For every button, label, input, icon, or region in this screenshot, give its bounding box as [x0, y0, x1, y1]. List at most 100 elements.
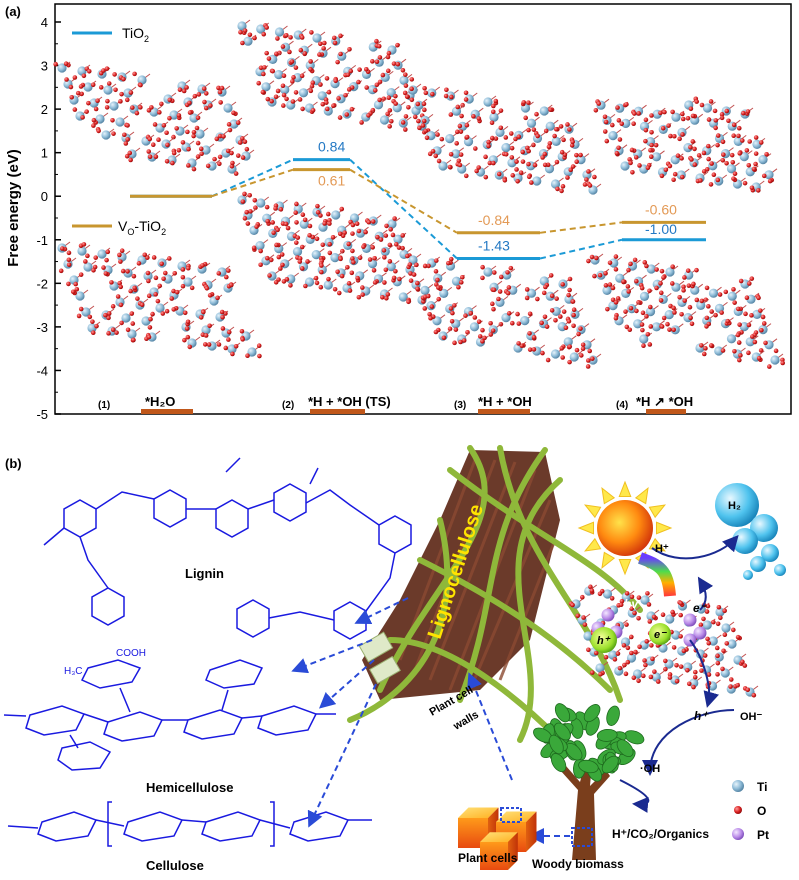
step-1-num: (1) [98, 400, 110, 411]
hemicellulose-structure [3, 659, 336, 771]
h3c-label: H₃C [64, 666, 83, 677]
plant-cells-icon [458, 807, 537, 870]
y-tick-label: -5 [36, 407, 48, 422]
crystal-2-top [237, 19, 431, 135]
hole-label: h⁺ [597, 635, 611, 647]
y-tick-label: 1 [41, 146, 48, 161]
value-label-vo-s4: -0.60 [645, 201, 677, 217]
step-4: (4) *H ↗ *OH [616, 394, 693, 414]
leaf [601, 755, 619, 774]
legend-tio2-text: TiO [122, 25, 144, 41]
panel-a-label: (a) [5, 4, 21, 19]
sun-ray [583, 504, 602, 519]
h-plus-top: H⁺ [655, 543, 669, 555]
crystal-structures-a [53, 19, 785, 369]
ti-atom-icon [732, 780, 744, 792]
leaf [578, 759, 599, 774]
y-tick-label: 4 [41, 15, 48, 30]
y-tick-label: -1 [36, 233, 48, 248]
plant-cell-walls-label-2: walls [451, 709, 481, 733]
energy-connector [211, 168, 294, 198]
step-1-label: *H₂O [145, 394, 175, 409]
o-atom-icon [734, 806, 742, 814]
sun-ray [583, 537, 602, 552]
legend-tio2-sub: 2 [144, 34, 149, 44]
sun-ray [601, 486, 616, 505]
step-4-num: (4) [616, 400, 628, 411]
legend-pt: Pt [757, 828, 769, 842]
step-3: (3) *H + *OH [454, 394, 532, 414]
legend-ti: Ti [757, 780, 767, 794]
crystal-3-top [402, 83, 602, 195]
energy-connector [211, 158, 294, 198]
h2-bubbles-icon: H₂ [715, 483, 786, 580]
svg-text:VO-TiO2: VO-TiO2 [118, 218, 166, 237]
panel-b-label: (b) [5, 456, 22, 471]
legend-tio2: TiO2 [72, 25, 149, 44]
step-4-label: *H ↗ *OH [636, 394, 693, 409]
y-tick-label: 2 [41, 102, 48, 117]
energy-profile: 0.84 0.61 -0.84 -1.43 -0.60 -1.00 [130, 139, 706, 261]
sun-ray [618, 558, 632, 576]
sun-ray [648, 504, 667, 519]
legend-vo-rest: -TiO [134, 218, 161, 234]
hemicellulose-label: Hemicellulose [146, 780, 233, 795]
element-legend: Ti O Pt [732, 780, 769, 842]
e-minus-label-2: e⁻ [654, 629, 667, 641]
legend-vo-v: V [118, 218, 128, 234]
value-label-tio2-s3: -1.43 [478, 238, 510, 254]
lignocellulose-bundle: Lignocellulose [347, 445, 643, 743]
plot-frame [54, 3, 792, 415]
cellulose-structure [7, 801, 372, 847]
cell-cube [480, 832, 518, 870]
value-label-vo-s3: -0.84 [478, 212, 510, 228]
pt-particle [683, 613, 697, 627]
svg-text:TiO2: TiO2 [122, 25, 149, 44]
cellulose-label: Cellulose [146, 858, 204, 873]
leaf [606, 705, 620, 726]
legend-vo-sub: O [127, 227, 134, 237]
photocatalysis-arrows [619, 535, 739, 813]
sun-ray [655, 521, 673, 535]
tree-icon [533, 703, 645, 860]
leaf [616, 739, 634, 758]
electron-icon [649, 623, 671, 645]
legend-vo-tio2: VO-TiO2 [72, 218, 166, 237]
legend-vo-sub2: 2 [161, 227, 166, 237]
oh-radical-label: ·OH [640, 763, 660, 775]
crystal-2-bottom [237, 191, 431, 305]
pt-particle [693, 626, 707, 640]
y-tick-label: -3 [36, 320, 48, 335]
y-tick-label: -2 [36, 276, 48, 291]
energy-connector [539, 238, 623, 260]
y-tick-label: -4 [36, 363, 48, 378]
energy-connector [349, 158, 458, 260]
hole-label-2: h⁺ [694, 709, 709, 723]
products-label: H⁺/CO₂/Organics [612, 827, 709, 841]
leaf [554, 722, 571, 741]
crystal-4-bottom [586, 253, 785, 369]
energy-connector [349, 168, 458, 234]
woody-biomass-label: Woody biomass [532, 857, 624, 871]
step-3-num: (3) [454, 400, 466, 411]
pt-particle [601, 608, 615, 622]
sun-ray [577, 521, 595, 535]
leaf [596, 728, 618, 742]
value-label-tio2-ts: 0.84 [318, 139, 345, 155]
energy-connector [539, 221, 623, 234]
legend-o: O [757, 804, 766, 818]
y-tick-label: 3 [41, 59, 48, 74]
dashed-arrows [291, 597, 570, 844]
step-1: (1) *H₂O [98, 394, 193, 414]
y-tick-label: 0 [41, 189, 48, 204]
hv-label: hv [624, 597, 639, 611]
crystal-4-top [593, 96, 778, 193]
leaf [550, 753, 567, 773]
h2-label: H₂ [728, 500, 741, 512]
hole-icon [591, 627, 617, 653]
plant-cells-label: Plant cells [458, 851, 518, 865]
crystal-3-bottom [405, 253, 602, 369]
sun-ray [634, 486, 649, 505]
panel-b: (b) Lignin [3, 445, 786, 873]
lignin-structure [43, 457, 412, 640]
